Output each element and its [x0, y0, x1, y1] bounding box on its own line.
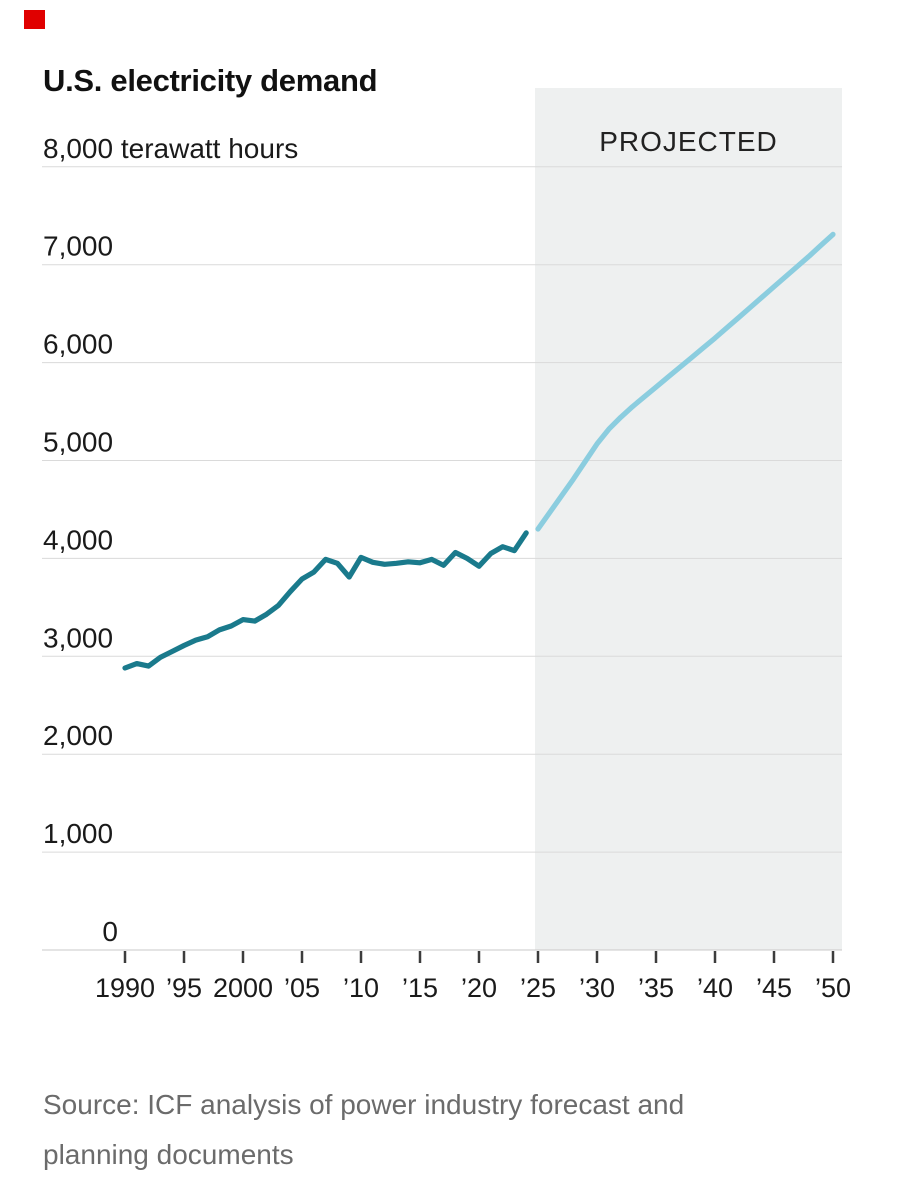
source-note: Source: ICF analysis of power industry f… [43, 1080, 853, 1180]
x-axis-label: 2000 [213, 973, 273, 1003]
y-axis-label: 0 [102, 916, 118, 947]
historical-demand-line [122, 530, 529, 671]
x-axis-label: ’10 [343, 973, 379, 1003]
x-axis-label: ’30 [579, 973, 615, 1003]
x-axis-label: ’95 [166, 973, 202, 1003]
y-axis-label: 6,000 [43, 329, 113, 360]
projected-demand-line [535, 231, 836, 532]
chart-title: U.S. electricity demand [43, 62, 378, 98]
source-note-line2: planning documents [43, 1139, 294, 1170]
y-axis-label: 2,000 [43, 720, 113, 751]
electricity-demand-chart: 0 1,000 2,000 3,000 4,000 5,000 6,000 7,000 8,00… [42, 88, 851, 1003]
source-note-line1: Source: ICF analysis of power industry f… [43, 1089, 685, 1120]
y-axis-label: 5,000 [43, 427, 113, 458]
x-axis-label: ’25 [520, 973, 556, 1003]
y-axis-label: 3,000 [43, 622, 113, 653]
projected-region-label: PROJECTED [599, 126, 778, 157]
projected-region [535, 88, 842, 950]
x-axis-label: ’05 [284, 973, 320, 1003]
x-axis-label: ’15 [402, 973, 438, 1003]
x-axis-label: ’45 [756, 973, 792, 1003]
x-axis-label: ’20 [461, 973, 497, 1003]
y-axis-label: 8,000 terawatt hours [43, 133, 298, 164]
x-axis-label: ’40 [697, 973, 733, 1003]
y-axis-label: 1,000 [43, 818, 113, 849]
x-axis-label: 1990 [95, 973, 155, 1003]
x-axis-label: ’35 [638, 973, 674, 1003]
y-axis-label: 4,000 [43, 524, 113, 555]
x-axis-label: ’50 [815, 973, 851, 1003]
y-axis-label: 7,000 [43, 231, 113, 262]
wsj-red-square-logo [24, 10, 45, 29]
